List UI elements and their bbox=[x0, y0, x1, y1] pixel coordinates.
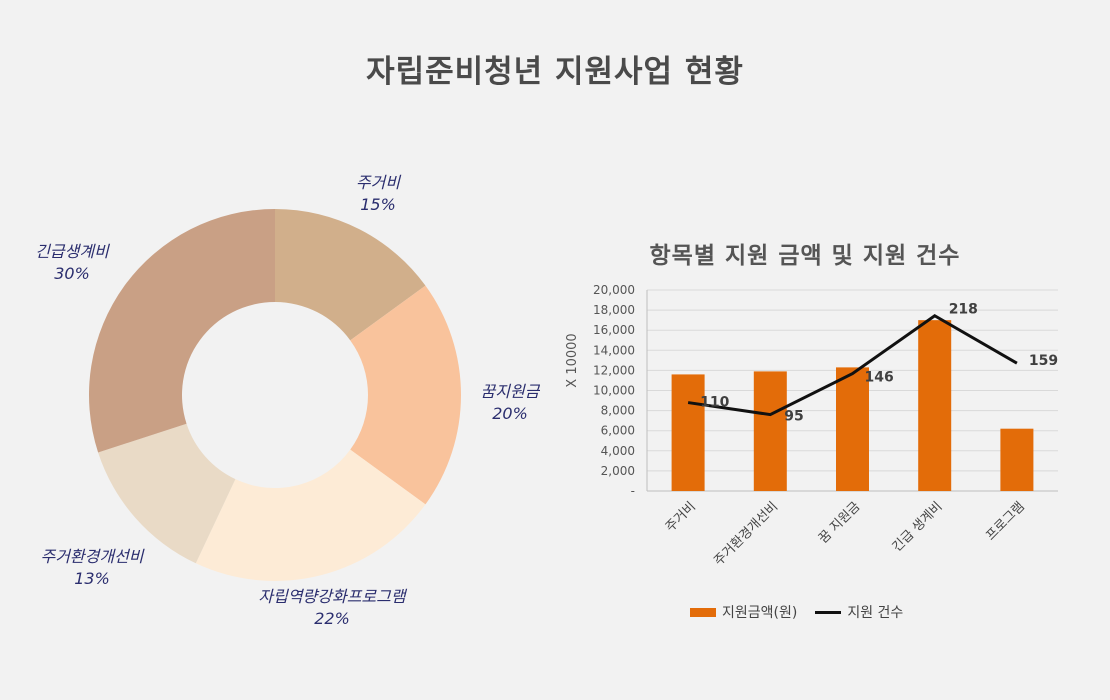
x-category-label: 긴급 생계비 bbox=[890, 499, 946, 555]
donut-value-label: 20% bbox=[492, 404, 528, 423]
y-tick-label: 16,000 bbox=[593, 323, 635, 337]
x-category-label: 주거환경개선비 bbox=[711, 499, 781, 569]
legend-item-line: 지원 건수 bbox=[815, 602, 903, 622]
legend-swatch-line bbox=[815, 610, 842, 614]
x-category-label: 꿈 지원금 bbox=[816, 499, 863, 546]
line-data-label: 95 bbox=[784, 409, 803, 425]
y-tick-label: 6,000 bbox=[601, 424, 635, 438]
x-category-label: 주거비 bbox=[663, 499, 699, 535]
bar-4 bbox=[918, 320, 952, 491]
donut-category-label: 꿈지원금 bbox=[481, 382, 540, 401]
legend-label-line: 지원 건수 bbox=[847, 605, 904, 621]
y-tick-label: 20,000 bbox=[593, 283, 635, 297]
combo-legend: 지원금액(원) 지원 건수 bbox=[690, 602, 921, 622]
page-title: 자립준비청년 지원사업 현황 bbox=[366, 54, 744, 90]
donut-slice-2 bbox=[350, 285, 462, 505]
legend-item-bar: 지원금액(원) bbox=[690, 602, 797, 622]
line-data-label: 110 bbox=[700, 395, 729, 411]
y-tick-label: - bbox=[631, 484, 635, 498]
bar-3 bbox=[836, 367, 869, 491]
donut-value-label: 15% bbox=[360, 195, 396, 214]
donut-slice-5 bbox=[88, 209, 275, 453]
y-tick-label: 14,000 bbox=[593, 343, 635, 357]
y-tick-label: 2,000 bbox=[601, 464, 635, 478]
line-data-label: 218 bbox=[949, 302, 978, 318]
donut-category-label: 자립역량강화프로그램 bbox=[258, 587, 407, 606]
x-category-label: 프로그램 bbox=[983, 499, 1027, 543]
line-series bbox=[687, 313, 1018, 417]
donut-value-label: 30% bbox=[54, 264, 90, 283]
donut-category-label: 긴급생계비 bbox=[35, 242, 110, 261]
y-tick-label: 10,000 bbox=[593, 384, 635, 398]
bar-5 bbox=[1000, 428, 1034, 491]
y-tick-label: 8,000 bbox=[601, 404, 635, 418]
donut-category-label: 주거비 bbox=[356, 173, 401, 192]
donut-category-label: 주거환경개선비 bbox=[40, 547, 144, 566]
line-data-label: 146 bbox=[865, 370, 894, 386]
bar-1 bbox=[671, 374, 705, 491]
donut-slice-1 bbox=[275, 209, 426, 341]
donut-chart: 주거비 15% 꿈지원금 20% 자립역량강화프로그램 22% 주거환경개선비 13% 긴급생계… bbox=[35, 173, 540, 628]
y-tick-label: 12,000 bbox=[593, 363, 635, 377]
combo-chart-title: 항목별 지원 금액 및 지원 건수 bbox=[649, 243, 961, 269]
donut-value-label: 13% bbox=[74, 569, 110, 588]
legend-swatch-bar bbox=[690, 607, 716, 617]
y-axis-label: X 10000 bbox=[565, 333, 580, 387]
combo-chart: - 2,000 4,000 6,000 8,000 10,000 12,000 14,000 1… bbox=[565, 283, 1058, 569]
line-data-label: 159 bbox=[1029, 353, 1058, 369]
bar-2 bbox=[753, 371, 787, 491]
y-tick-label: 4,000 bbox=[601, 444, 635, 458]
legend-label-bar: 지원금액(원) bbox=[722, 605, 798, 621]
donut-slice-3 bbox=[195, 449, 426, 581]
y-tick-label: 18,000 bbox=[593, 303, 635, 317]
donut-slice-4 bbox=[98, 423, 236, 564]
donut-value-label: 22% bbox=[314, 609, 350, 628]
